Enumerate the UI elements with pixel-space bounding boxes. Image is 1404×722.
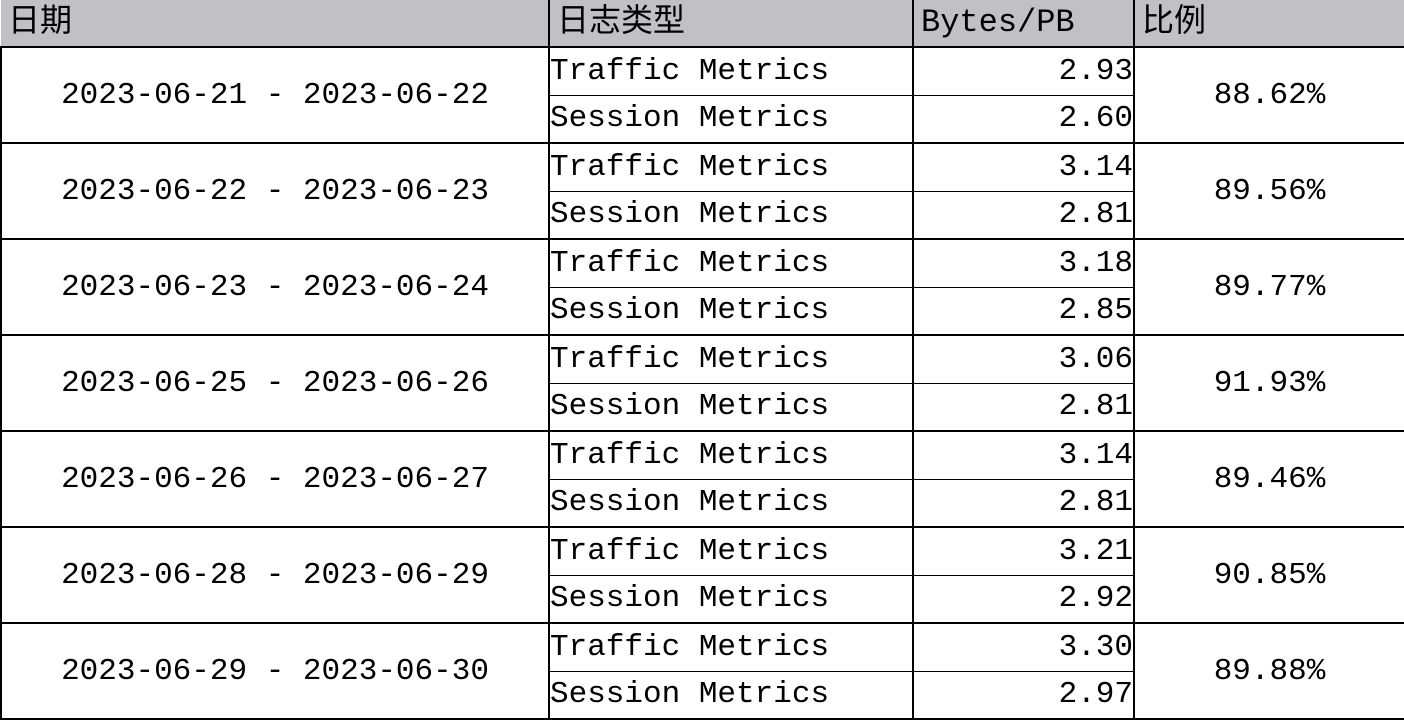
- ratio-cell: 89.46%: [1133, 430, 1404, 528]
- table-row: Session Metrics 2.97: [1, 670, 1404, 720]
- date-range-cell: 2023-06-25 - 2023-06-26: [0, 334, 550, 432]
- ratio-cell: 89.88%: [1133, 622, 1404, 720]
- date-range-cell: 2023-06-29 - 2023-06-30: [0, 622, 550, 720]
- bytes-cell: 2.93: [912, 46, 1135, 96]
- ratio-cell: 91.93%: [1133, 334, 1404, 432]
- table-row: Session Metrics 2.81: [1, 382, 1404, 432]
- bytes-cell: 2.85: [912, 286, 1135, 336]
- log-type-cell: Traffic Metrics: [548, 334, 914, 384]
- table-row: Session Metrics 2.81: [1, 478, 1404, 528]
- table-row: 2023-06-22 - 2023-06-23 Traffic Metrics …: [0, 142, 1404, 240]
- table-row: 2023-06-28 - 2023-06-29 Traffic Metrics …: [0, 526, 1404, 624]
- bytes-cell: 3.18: [912, 238, 1135, 288]
- ratio-cell: 88.62%: [1133, 46, 1404, 144]
- log-type-cell: Traffic Metrics: [548, 526, 914, 576]
- log-type-cell: Session Metrics: [548, 94, 914, 144]
- bytes-cell: 3.30: [912, 622, 1135, 672]
- log-type-cell: Session Metrics: [548, 574, 914, 624]
- log-type-cell: Session Metrics: [548, 478, 914, 528]
- bytes-cell: 3.14: [912, 142, 1135, 192]
- log-type-cell: Traffic Metrics: [548, 142, 914, 192]
- log-type-cell: Traffic Metrics: [548, 622, 914, 672]
- table-row: Session Metrics 2.60: [1, 94, 1404, 144]
- bytes-cell: 2.81: [912, 382, 1135, 432]
- bytes-cell: 2.97: [912, 670, 1135, 720]
- bytes-cell: 2.81: [912, 190, 1135, 240]
- bytes-cell: 3.14: [912, 430, 1135, 480]
- date-range-cell: 2023-06-23 - 2023-06-24: [0, 238, 550, 336]
- ratio-cell: 89.56%: [1133, 142, 1404, 240]
- table-row: 2023-06-29 - 2023-06-30 Traffic Metrics …: [0, 622, 1404, 720]
- date-range-cell: 2023-06-22 - 2023-06-23: [0, 142, 550, 240]
- date-range-cell: 2023-06-26 - 2023-06-27: [0, 430, 550, 528]
- ratio-cell: 89.77%: [1133, 238, 1404, 336]
- header-row: 日期 日志类型 Bytes/PB 比例: [1, 0, 1404, 48]
- log-type-cell: Session Metrics: [548, 382, 914, 432]
- table-row: Session Metrics 2.81: [1, 190, 1404, 240]
- log-type-cell: Traffic Metrics: [548, 238, 914, 288]
- table-row: Session Metrics 2.85: [1, 286, 1404, 336]
- bytes-cell: 2.81: [912, 478, 1135, 528]
- header-log-type: 日志类型: [548, 0, 914, 48]
- log-type-cell: Session Metrics: [548, 286, 914, 336]
- table-row: 2023-06-23 - 2023-06-24 Traffic Metrics …: [0, 238, 1404, 336]
- log-type-cell: Traffic Metrics: [548, 430, 914, 480]
- header-ratio: 比例: [1133, 0, 1404, 48]
- log-type-cell: Traffic Metrics: [548, 46, 914, 96]
- table-row: 2023-06-21 - 2023-06-22 Traffic Metrics …: [0, 46, 1404, 144]
- date-range-cell: 2023-06-28 - 2023-06-29: [0, 526, 550, 624]
- log-type-cell: Session Metrics: [548, 190, 914, 240]
- header-bytes: Bytes/PB: [912, 0, 1135, 48]
- date-range-cell: 2023-06-21 - 2023-06-22: [0, 46, 550, 144]
- bytes-cell: 3.06: [912, 334, 1135, 384]
- log-type-cell: Session Metrics: [548, 670, 914, 720]
- bytes-cell: 2.92: [912, 574, 1135, 624]
- bytes-cell: 3.21: [912, 526, 1135, 576]
- header-date: 日期: [1, 0, 550, 48]
- bytes-cell: 2.60: [912, 94, 1135, 144]
- ratio-cell: 90.85%: [1133, 526, 1404, 624]
- table-row: 2023-06-25 - 2023-06-26 Traffic Metrics …: [0, 334, 1404, 432]
- table-row: Session Metrics 2.92: [1, 574, 1404, 624]
- table-row: 2023-06-26 - 2023-06-27 Traffic Metrics …: [0, 430, 1404, 528]
